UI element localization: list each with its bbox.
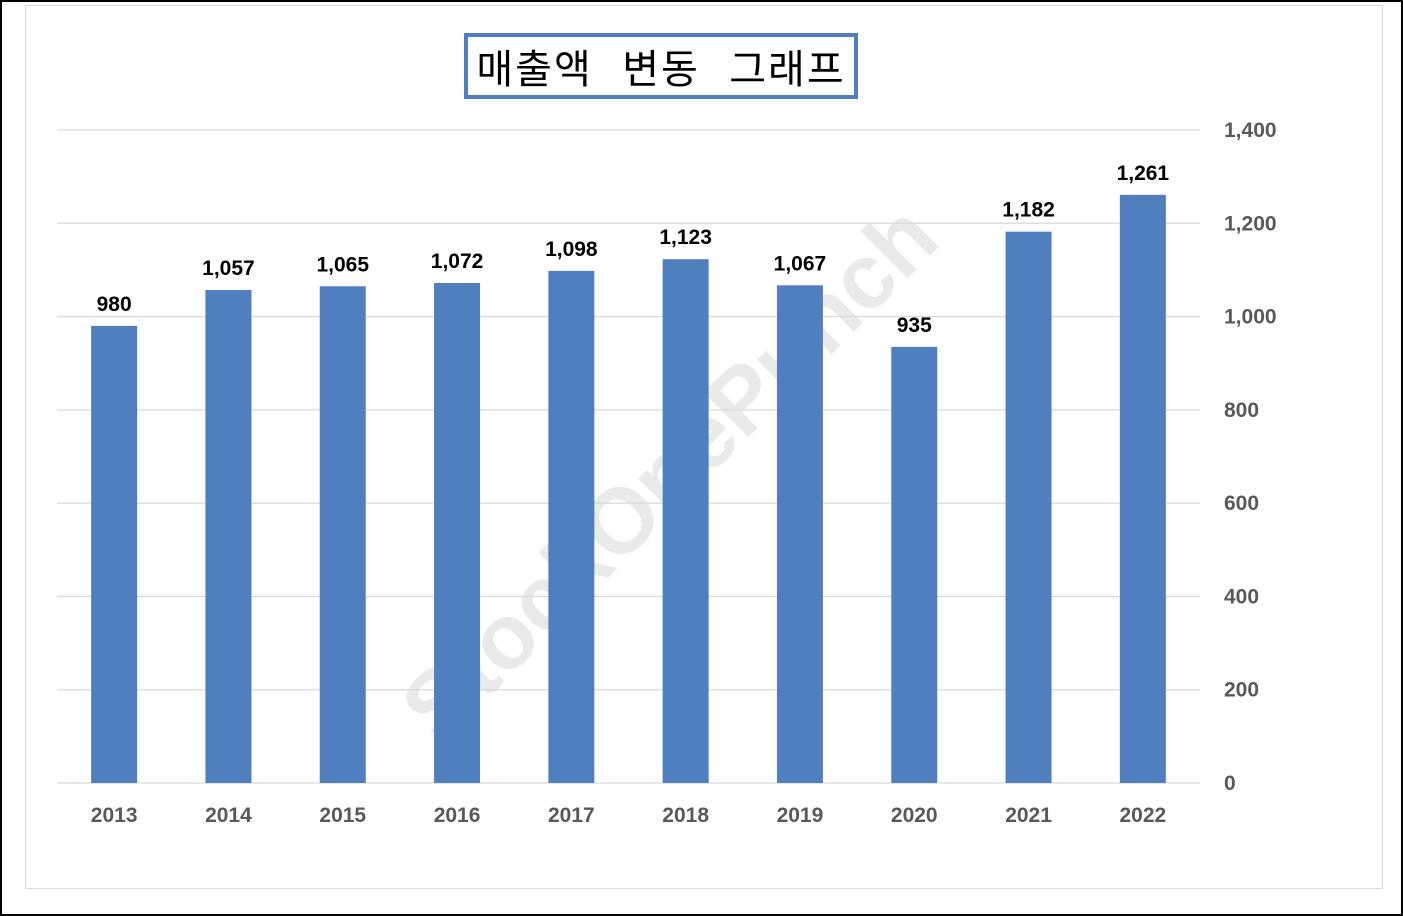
x-tick-label: 2014: [205, 804, 252, 827]
data-label: 1,261: [1117, 162, 1170, 185]
y-tick-label: 1,000: [1224, 306, 1277, 329]
bar-2017: [548, 270, 595, 783]
y-tick-label: 200: [1224, 679, 1259, 702]
y-tick-label: 600: [1224, 492, 1259, 515]
bar-2020: [891, 346, 938, 783]
bar-2013: [91, 325, 138, 783]
data-label: 1,057: [202, 257, 255, 280]
y-tick-label: 1,200: [1224, 212, 1277, 235]
bar-2022: [1119, 194, 1166, 784]
data-label: 935: [897, 314, 932, 337]
y-tick-label: 1,400: [1224, 119, 1277, 142]
data-label: 980: [97, 293, 132, 316]
data-label: 1,182: [1002, 199, 1055, 222]
bar-2014: [205, 289, 252, 783]
chart-title: 매출액 변동 그래프: [476, 47, 846, 93]
x-tick-label: 2021: [1005, 804, 1052, 827]
data-label: 1,123: [659, 226, 712, 249]
bar-2016: [434, 282, 481, 783]
x-tick-label: 2017: [548, 804, 595, 827]
data-label: 1,065: [316, 253, 369, 276]
data-label: 1,067: [774, 252, 827, 275]
y-tick-label: 400: [1224, 585, 1259, 608]
x-tick-label: 2018: [662, 804, 709, 827]
bar-2021: [1005, 231, 1052, 784]
bar-2019: [776, 285, 823, 783]
y-tick-label: 800: [1224, 399, 1259, 422]
bar-2015: [319, 286, 366, 783]
y-tick-label: 0: [1224, 772, 1236, 795]
x-tick-label: 2016: [434, 804, 481, 827]
x-tick-label: 2013: [91, 804, 138, 827]
data-label: 1,072: [431, 250, 484, 273]
chart-title-box: 매출액 변동 그래프: [464, 33, 858, 99]
bar-2018: [662, 259, 709, 784]
x-tick-label: 2019: [777, 804, 824, 827]
data-label: 1,098: [545, 238, 598, 261]
x-tick-label: 2022: [1119, 804, 1166, 827]
x-tick-label: 2015: [319, 804, 366, 827]
x-tick-label: 2020: [891, 804, 938, 827]
